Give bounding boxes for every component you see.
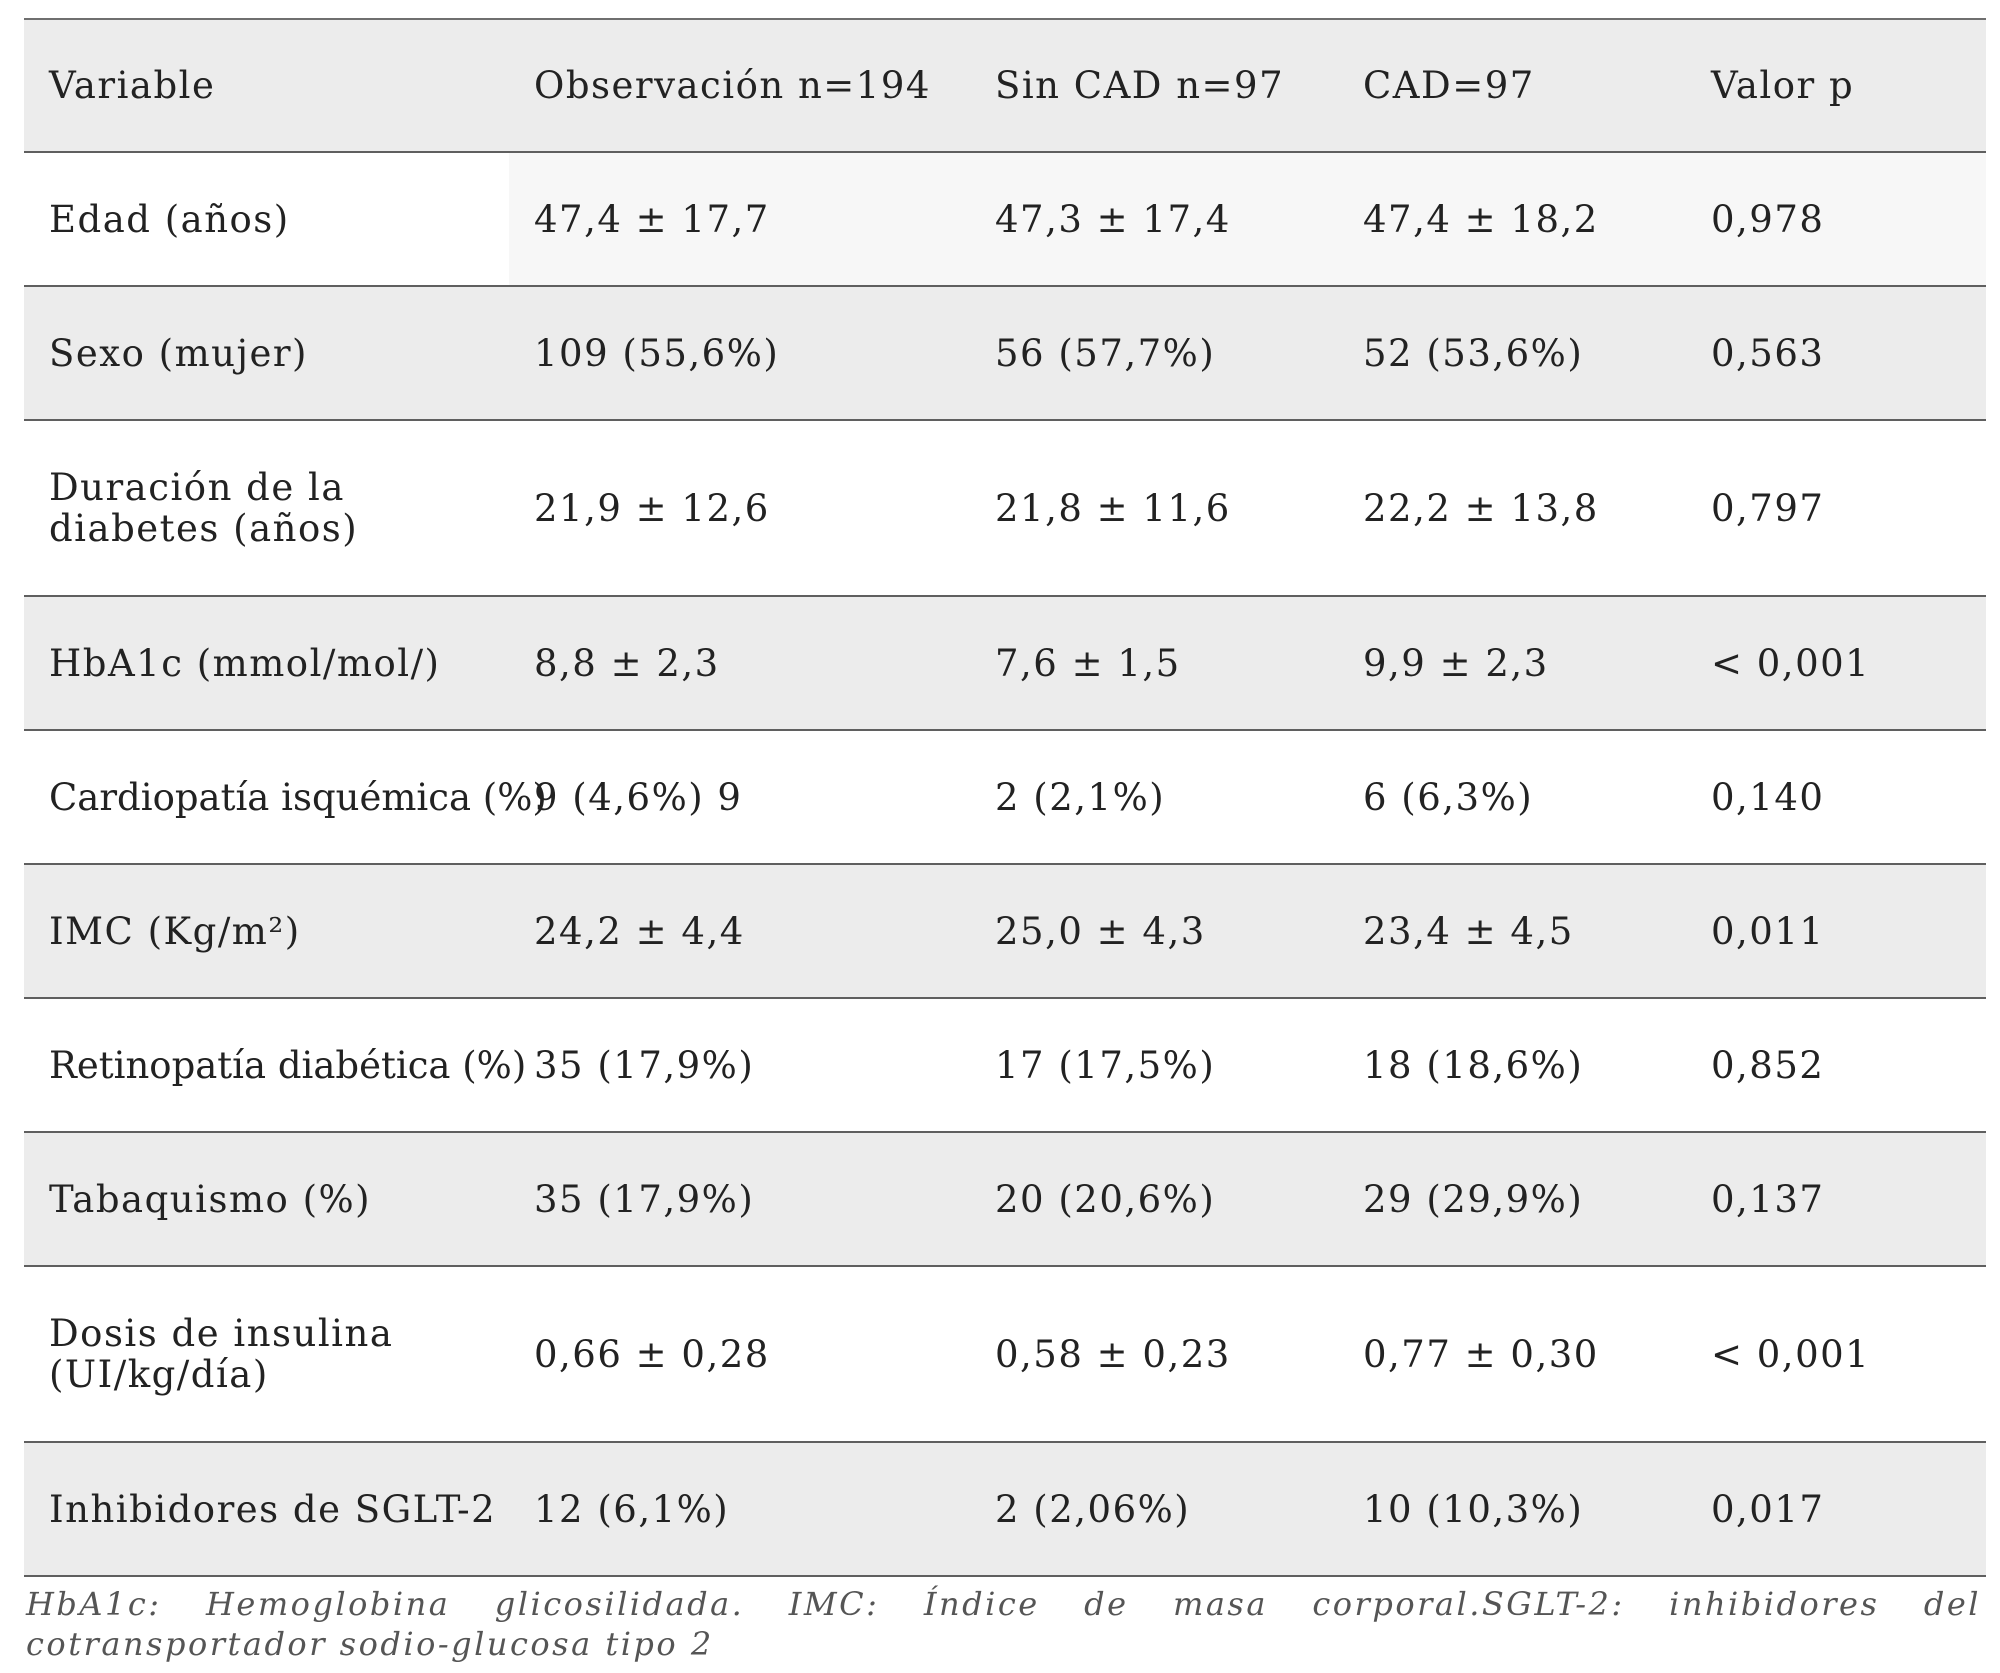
row-cad: 22,2 ± 13,8	[1363, 486, 1599, 530]
row-sin-cad: 25,0 ± 4,3	[995, 909, 1206, 953]
row-sin-cad: 2 (2,1%)	[995, 775, 1166, 819]
table-header-row: Variable Observación n=194 Sin CAD n=97 …	[24, 20, 1986, 153]
row-variable: Edad (años)	[24, 153, 509, 285]
header-valor-p: Valor p	[1711, 64, 1855, 107]
row-observacion: 35 (17,9%)	[534, 1177, 755, 1221]
row-observacion: 35 (17,9%)	[534, 1043, 755, 1087]
row-sin-cad: 0,58 ± 0,23	[995, 1332, 1231, 1376]
table-row: Edad (años) 47,4 ± 17,7 47,3 ± 17,4 47,4…	[24, 153, 1986, 287]
row-observacion: 109 (55,6%)	[534, 331, 780, 375]
row-cad: 23,4 ± 4,5	[1363, 909, 1574, 953]
row-valor-p: 0,978	[1711, 197, 1825, 241]
row-cad: 29 (29,9%)	[1363, 1177, 1584, 1221]
row-variable: IMC (Kg/m²)	[49, 909, 301, 953]
row-valor-p: 0,137	[1711, 1177, 1825, 1221]
row-variable: Cardiopatía isquémica (%)	[49, 775, 547, 819]
row-variable: HbA1c (mmol/mol/)	[49, 641, 441, 685]
table-row: Tabaquismo (%) 35 (17,9%) 20 (20,6%) 29 …	[24, 1133, 1986, 1267]
table-row: Dosis de insulina (UI/kg/día) 0,66 ± 0,2…	[24, 1267, 1986, 1443]
row-observacion: 21,9 ± 12,6	[534, 486, 770, 530]
table-row: Retinopatía diabética (%) 35 (17,9%) 17 …	[24, 999, 1986, 1133]
row-observacion: 8,8 ± 2,3	[534, 641, 720, 685]
row-valor-p: 0,017	[1711, 1487, 1825, 1531]
header-sin-cad: Sin CAD n=97	[995, 64, 1285, 107]
header-observacion: Observación n=194	[534, 64, 931, 107]
row-cad: 0,77 ± 0,30	[1363, 1332, 1599, 1376]
row-cad: 9,9 ± 2,3	[1363, 641, 1549, 685]
row-cad: 6 (6,3%)	[1363, 775, 1534, 819]
row-observacion: 12 (6,1%)	[534, 1487, 730, 1531]
table-top-rule	[24, 18, 1986, 20]
row-valor-p: < 0,001	[1711, 641, 1871, 685]
table-row: Cardiopatía isquémica (%) 9 (4,6%) 9 2 (…	[24, 731, 1986, 865]
row-variable: Dosis de insulina (UI/kg/día)	[49, 1312, 394, 1396]
row-sin-cad: 20 (20,6%)	[995, 1177, 1216, 1221]
row-variable: Retinopatía diabética (%)	[49, 1043, 527, 1087]
row-sin-cad: 7,6 ± 1,5	[995, 641, 1181, 685]
table-caption: HbA1c: Hemoglobina glicosilidada. IMC: Í…	[26, 1585, 1981, 1663]
header-cad: CAD=97	[1363, 64, 1535, 107]
row-variable: Inhibidores de SGLT-2	[49, 1487, 497, 1531]
header-variable: Variable	[49, 64, 216, 107]
row-valor-p: 0,563	[1711, 331, 1825, 375]
table-row: Inhibidores de SGLT-2 12 (6,1%) 2 (2,06%…	[24, 1443, 1986, 1577]
row-valor-p: 0,140	[1711, 775, 1825, 819]
row-observacion: 0,66 ± 0,28	[534, 1332, 770, 1376]
row-observacion: 24,2 ± 4,4	[534, 909, 745, 953]
table-row: HbA1c (mmol/mol/) 8,8 ± 2,3 7,6 ± 1,5 9,…	[24, 597, 1986, 731]
row-cad: 52 (53,6%)	[1363, 331, 1584, 375]
data-table: Variable Observación n=194 Sin CAD n=97 …	[24, 18, 1986, 1577]
row-valor-p: 0,797	[1711, 486, 1825, 530]
row-cad: 18 (18,6%)	[1363, 1043, 1584, 1087]
table-row: IMC (Kg/m²) 24,2 ± 4,4 25,0 ± 4,3 23,4 ±…	[24, 865, 1986, 999]
row-valor-p: 0,852	[1711, 1043, 1825, 1087]
row-valor-p: < 0,001	[1711, 1332, 1871, 1376]
table-row: Duración de la diabetes (años) 21,9 ± 12…	[24, 421, 1986, 597]
row-sin-cad: 56 (57,7%)	[995, 331, 1216, 375]
row-sin-cad: 17 (17,5%)	[995, 1043, 1216, 1087]
row-observacion: 47,4 ± 17,7	[534, 197, 770, 241]
row-cad: 10 (10,3%)	[1363, 1487, 1584, 1531]
row-sin-cad: 21,8 ± 11,6	[995, 486, 1231, 530]
row-observacion: 9 (4,6%) 9	[534, 775, 743, 819]
row-sin-cad: 47,3 ± 17,4	[995, 197, 1231, 241]
row-valor-p: 0,011	[1711, 909, 1825, 953]
table-row: Sexo (mujer) 109 (55,6%) 56 (57,7%) 52 (…	[24, 287, 1986, 421]
row-sin-cad: 2 (2,06%)	[995, 1487, 1191, 1531]
row-variable: Sexo (mujer)	[49, 331, 308, 375]
row-variable: Duración de la diabetes (años)	[49, 466, 359, 550]
row-cad: 47,4 ± 18,2	[1363, 197, 1599, 241]
row-variable: Tabaquismo (%)	[49, 1177, 372, 1221]
